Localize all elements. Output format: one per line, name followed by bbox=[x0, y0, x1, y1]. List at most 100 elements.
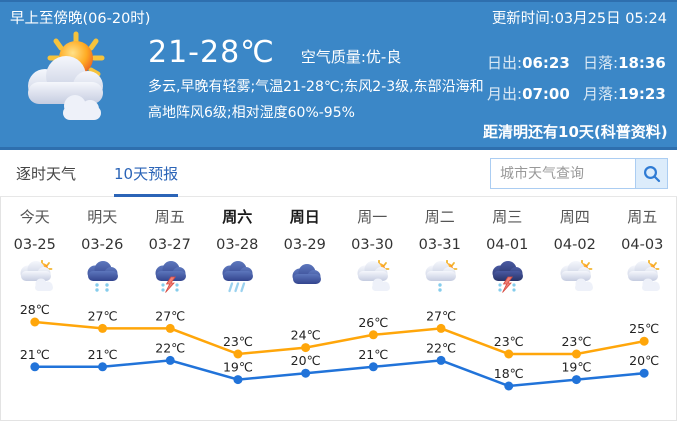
day-column[interactable]: 周二 03-31 bbox=[406, 206, 474, 293]
current-conditions: 21-28℃ 空气质量:优-良 多云,早晚有轻雾;气温21-28℃;东风2-3级… bbox=[148, 35, 486, 126]
sunset-value: 18:36 bbox=[618, 54, 666, 72]
chart-point-label: 23℃ bbox=[494, 334, 524, 349]
chart-point-label: 22℃ bbox=[155, 340, 185, 355]
chart-point-label: 26℃ bbox=[358, 315, 388, 330]
festival-countdown-link[interactable]: 距清明还有10天(科普资料) bbox=[483, 123, 668, 141]
sun-shower-icon bbox=[406, 259, 474, 293]
temperature-range: 21-28℃ bbox=[148, 35, 275, 70]
chart-point bbox=[98, 323, 108, 333]
day-date: 04-03 bbox=[621, 237, 664, 253]
hero-header: 早上至傍晚(06-20时) 更新时间:03月25日 05:24 bbox=[0, 0, 677, 150]
chart-point bbox=[504, 349, 514, 359]
day-date: 04-02 bbox=[553, 237, 596, 253]
day-date: 04-01 bbox=[486, 237, 529, 253]
moonset-value: 19:23 bbox=[618, 85, 666, 103]
day-column[interactable]: 明天 03-26 bbox=[69, 206, 137, 293]
day-name: 周六 bbox=[222, 208, 253, 226]
forecast-period-label: 早上至傍晚(06-20时) bbox=[10, 11, 151, 27]
chart-point-label: 21℃ bbox=[20, 347, 50, 362]
chart-point bbox=[571, 375, 581, 385]
heavy-rain-icon bbox=[204, 260, 272, 293]
moonrise-label: 月出: bbox=[487, 85, 523, 103]
chart-point-label: 20℃ bbox=[629, 353, 659, 368]
temperature-chart: 28℃ 27℃ 27℃ 23℃ 24℃ 26℃ 27℃ 23℃ 23℃ 25℃ 21℃ 21℃ 22℃ 1… bbox=[20, 304, 659, 391]
day-column[interactable]: 周三 04-01 bbox=[474, 206, 542, 293]
chart-point bbox=[98, 362, 108, 372]
day-name: 周二 bbox=[424, 208, 455, 226]
chart-point bbox=[639, 336, 649, 346]
day-name: 周三 bbox=[492, 208, 523, 226]
day-column[interactable]: 周日 03-29 bbox=[271, 206, 339, 293]
chart-point bbox=[301, 343, 311, 353]
chart-point bbox=[30, 317, 40, 327]
chart-point-label: 27℃ bbox=[155, 308, 185, 323]
thunderstorm-dark-icon bbox=[474, 260, 542, 293]
update-time: 更新时间:03月25日 05:24 bbox=[491, 11, 667, 27]
partly-cloudy-icon bbox=[339, 259, 407, 293]
day-name: 周日 bbox=[289, 208, 320, 226]
chart-point-label: 28℃ bbox=[20, 304, 50, 317]
chart-point bbox=[504, 381, 514, 391]
sunset-label: 日落: bbox=[583, 54, 619, 72]
city-search-input[interactable] bbox=[490, 158, 636, 189]
partly-cloudy-icon bbox=[541, 259, 609, 293]
partly-cloudy-icon bbox=[609, 259, 677, 293]
moonrise-value: 07:00 bbox=[522, 85, 570, 103]
chart-point-label: 20℃ bbox=[291, 353, 321, 368]
search-button[interactable] bbox=[636, 158, 668, 189]
chart-point bbox=[436, 355, 446, 365]
sunrise-value: 06:23 bbox=[522, 54, 570, 72]
chart-point-label: 27℃ bbox=[88, 308, 118, 323]
day-name: 周一 bbox=[357, 208, 388, 226]
chart-point bbox=[233, 349, 243, 359]
chart-point bbox=[301, 368, 311, 378]
day-column[interactable]: 周五 03-27 bbox=[136, 206, 204, 293]
chart-point bbox=[571, 349, 581, 359]
sunrise-label: 日出: bbox=[487, 54, 523, 72]
chart-point bbox=[639, 368, 649, 378]
day-name: 周五 bbox=[627, 208, 658, 226]
chart-point-label: 25℃ bbox=[629, 321, 659, 336]
chart-point-label: 24℃ bbox=[291, 328, 321, 343]
day-name: 周四 bbox=[559, 208, 590, 226]
chart-point bbox=[368, 362, 378, 372]
day-date: 03-26 bbox=[81, 237, 124, 253]
day-column[interactable]: 周一 03-30 bbox=[339, 206, 407, 293]
partly-cloudy-icon bbox=[1, 259, 69, 293]
day-column[interactable]: 周五 04-03 bbox=[609, 206, 677, 293]
tab-10day-forecast[interactable]: 10天预报 bbox=[114, 150, 179, 197]
day-column[interactable]: 周四 04-02 bbox=[541, 206, 609, 293]
thunderstorm-icon bbox=[136, 260, 204, 293]
day-column[interactable]: 周六 03-28 bbox=[204, 206, 272, 293]
overcast-icon bbox=[271, 260, 339, 293]
tab-bar: 逐时天气 10天预报 bbox=[0, 150, 677, 197]
partly-cloudy-icon bbox=[28, 31, 105, 120]
rain-icon bbox=[69, 260, 137, 293]
chart-point-label: 22℃ bbox=[426, 340, 456, 355]
chart-point-label: 19℃ bbox=[561, 360, 591, 375]
day-column[interactable]: 今天 03-25 bbox=[1, 206, 69, 293]
chart-point-label: 18℃ bbox=[494, 366, 524, 381]
air-quality: 空气质量:优-良 bbox=[300, 48, 402, 66]
day-date: 03-30 bbox=[351, 237, 394, 253]
moonset-label: 月落: bbox=[583, 85, 619, 103]
chart-point bbox=[233, 375, 243, 385]
day-date: 03-28 bbox=[216, 237, 259, 253]
day-date: 03-27 bbox=[148, 237, 191, 253]
search-icon bbox=[643, 165, 660, 182]
forecast-panel: 今天 03-25 明天 03-26 周五 03-27 周六 03-28 周日 03-29 周一 03-… bbox=[0, 197, 677, 421]
chart-point bbox=[368, 330, 378, 340]
day-date: 03-25 bbox=[13, 237, 56, 253]
tab-hourly-weather[interactable]: 逐时天气 bbox=[16, 165, 77, 183]
day-name: 周五 bbox=[154, 208, 185, 226]
day-date: 03-31 bbox=[418, 237, 461, 253]
city-search bbox=[490, 158, 668, 189]
chart-point-label: 21℃ bbox=[88, 347, 118, 362]
chart-point-label: 27℃ bbox=[426, 308, 456, 323]
forecast-days: 今天 03-25 明天 03-26 周五 03-27 周六 03-28 周日 03-29 周一 03-… bbox=[1, 197, 676, 293]
day-date: 03-29 bbox=[283, 237, 326, 253]
weather-description: 多云,早晚有轻雾;气温21-28℃;东风2-3级,东部沿海和高地阵风6级;相对湿… bbox=[148, 79, 484, 121]
sun-moon-times: 日出:06:23 日落:18:36 月出:07:00 月落:19:23 bbox=[487, 52, 666, 114]
chart-point bbox=[30, 362, 40, 372]
chart-point bbox=[165, 355, 175, 365]
